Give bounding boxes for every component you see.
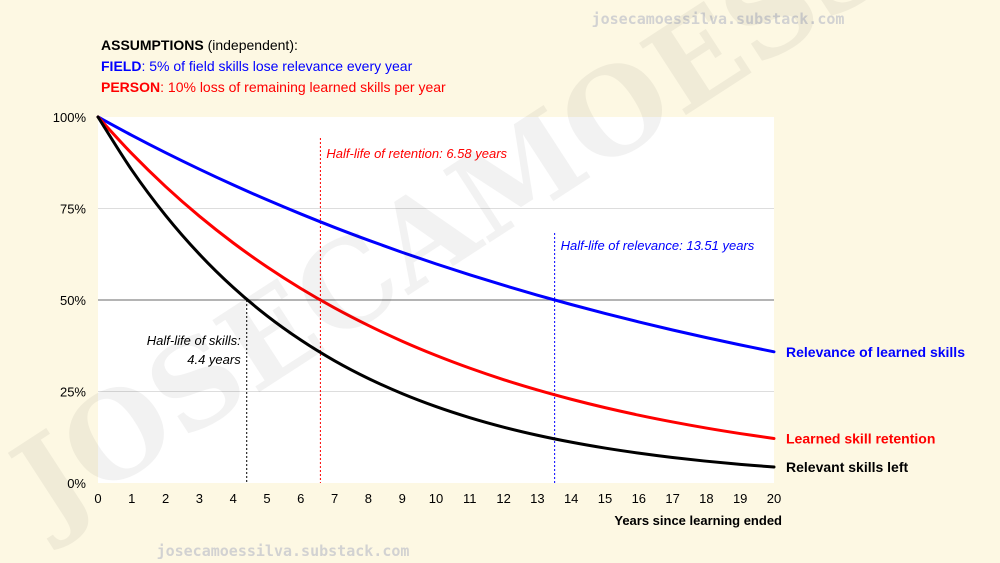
series-label-0: Relevance of learned skills (786, 344, 965, 360)
x-tick-label: 13 (530, 491, 544, 506)
grid-lines (98, 208, 774, 392)
assumption-field-text: : 5% of field skills lose relevance ever… (141, 58, 413, 74)
x-tick-label: 1 (128, 491, 135, 506)
assumption-person-label: PERSON (101, 79, 161, 95)
half-life-retention-label: Half-life of retention: 6.58 years (326, 146, 507, 161)
x-tick-label: 6 (297, 491, 304, 506)
x-tick-label: 0 (94, 491, 101, 506)
y-tick-label: 25% (60, 385, 86, 400)
x-tick-label: 8 (365, 491, 372, 506)
series-label-2: Relevant skills left (786, 459, 909, 475)
y-tick-label: 0% (67, 476, 86, 491)
assumptions-title: ASSUMPTIONS (101, 37, 204, 53)
series-line-1 (96, 115, 776, 440)
x-tick-label: 16 (632, 491, 646, 506)
y-tick-label: 75% (60, 202, 86, 217)
x-tick-label: 11 (463, 491, 477, 506)
x-tick-label: 14 (564, 491, 578, 506)
x-tick-label: 15 (598, 491, 612, 506)
axis-layer: 0%25%50%75%100%0 1 2 3 4 5 6 7 8 9 10 11 12 13 14 15 16 1… (53, 110, 782, 528)
x-tick-label: 20 (767, 491, 781, 506)
half-life-relevance-label: Half-life of relevance: 13.51 years (561, 238, 755, 253)
assumptions-subtitle: (independent): (203, 37, 298, 53)
x-tick-label: 12 (496, 491, 510, 506)
y-tick-label: 100% (53, 110, 87, 125)
assumption-field: FIELD: 5% of field skills lose relevance… (101, 56, 412, 76)
assumption-person: PERSON: 10% loss of remaining learned sk… (101, 77, 446, 97)
series-label-1: Learned skill retention (786, 430, 935, 446)
series-layer: Relevance of learned skills Learned skill… (96, 115, 965, 475)
x-tick-label: 9 (399, 491, 406, 506)
x-axis-label: Years since learning ended (614, 513, 782, 528)
x-tick-label: 7 (331, 491, 338, 506)
x-tick-label: 19 (733, 491, 747, 506)
x-tick-label: 5 (263, 491, 270, 506)
assumptions-heading: ASSUMPTIONS (independent): (101, 35, 298, 55)
half-life-skills-label: 4.4 years (187, 352, 241, 367)
series-line-0 (96, 115, 776, 354)
x-tick-label: 10 (429, 491, 443, 506)
x-tick-label: 2 (162, 491, 169, 506)
x-tick-label: 18 (699, 491, 713, 506)
series-line-2 (96, 115, 776, 469)
x-tick-label: 17 (665, 491, 679, 506)
watermark-top: josecamoessilva.substack.com (592, 10, 845, 28)
watermark-bottom: josecamoessilva.substack.com (157, 542, 410, 560)
half-life-markers: Half-life of skills: 4.4 years Half-life o… (147, 138, 755, 483)
x-tick-label: 4 (230, 491, 237, 506)
assumption-field-label: FIELD (101, 58, 142, 74)
half-life-skills-label: Half-life of skills: (147, 333, 241, 348)
x-tick-label: 3 (196, 491, 203, 506)
y-tick-label: 50% (60, 293, 86, 308)
assumption-person-text: : 10% loss of remaining learned skills p… (160, 79, 446, 95)
